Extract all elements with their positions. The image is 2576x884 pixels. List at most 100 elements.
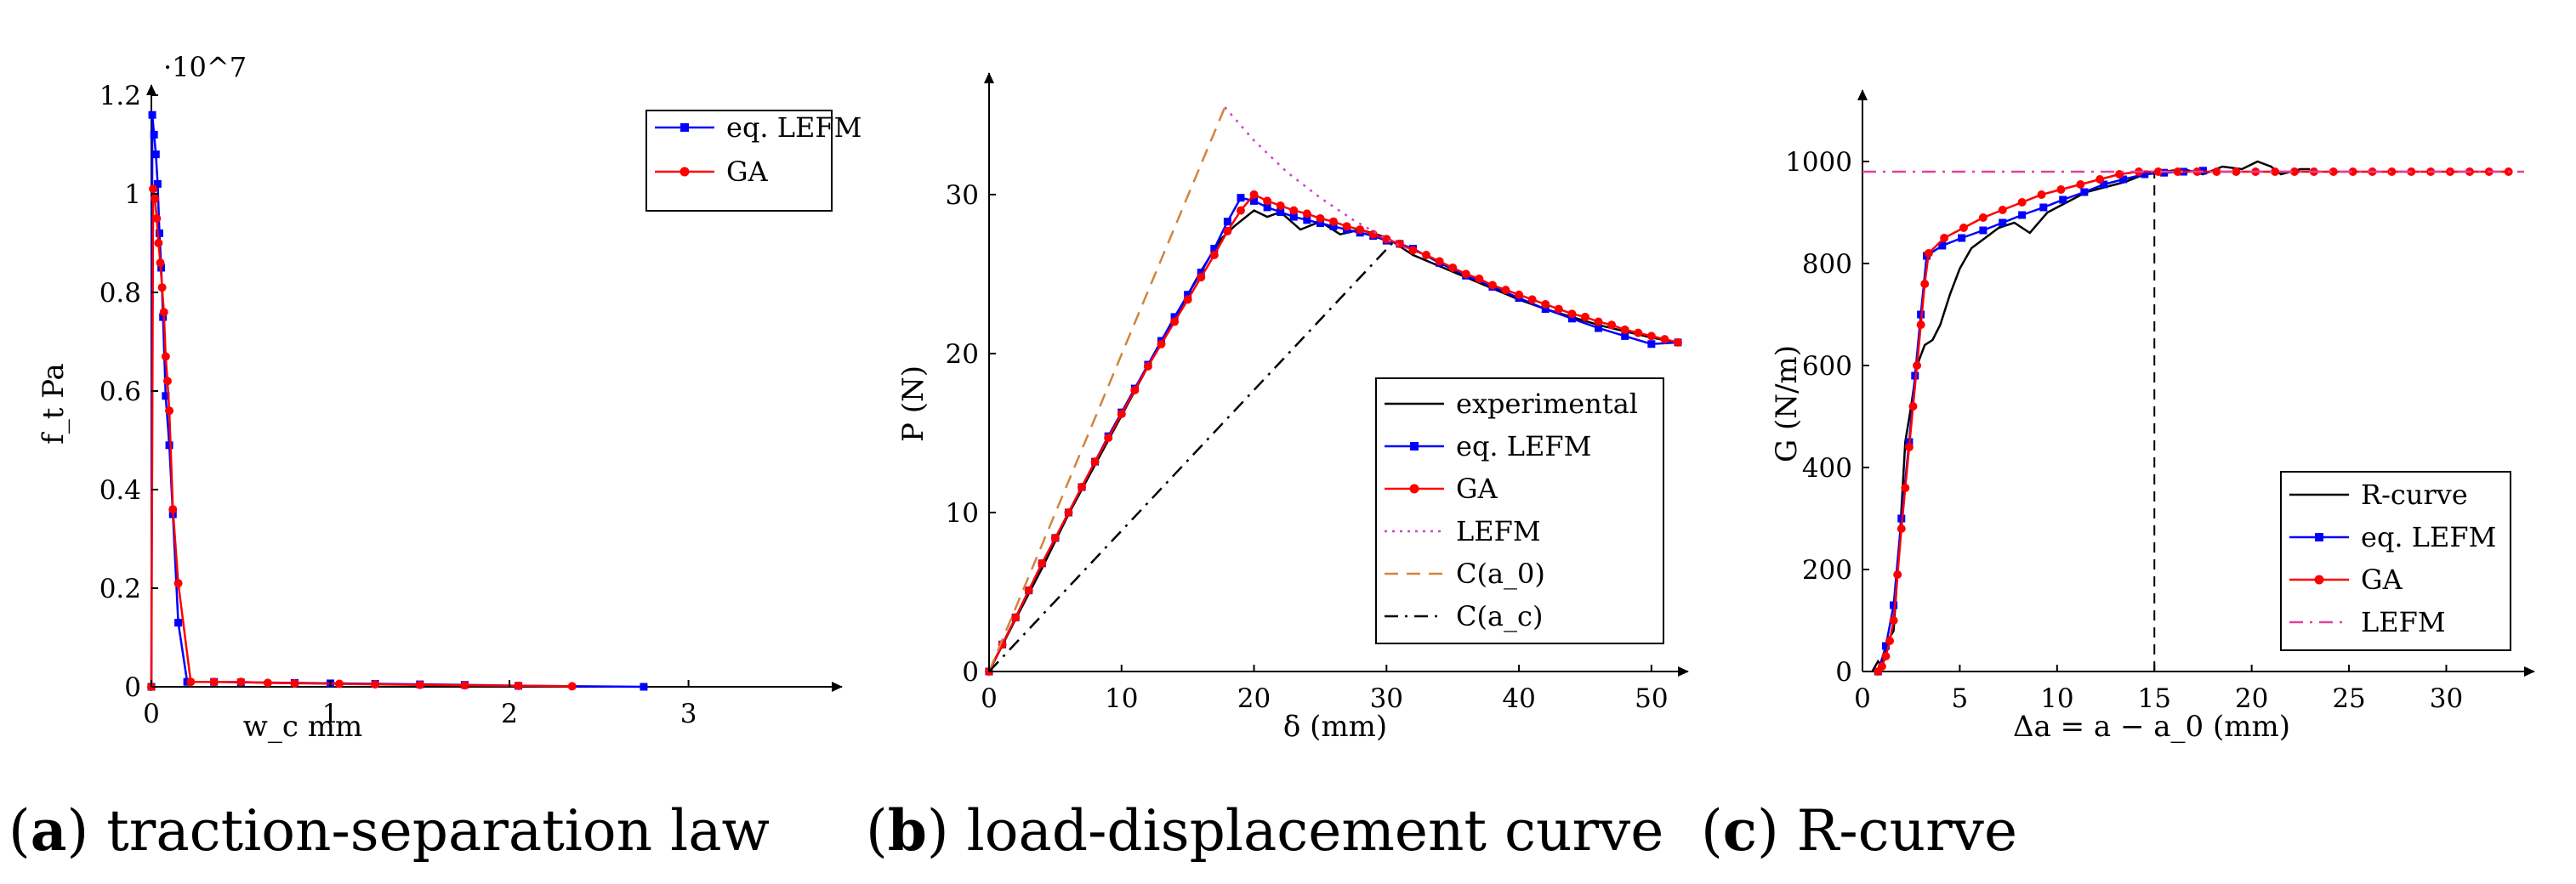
data-point [1209,250,1219,259]
data-point [1263,203,1271,212]
data-point [2059,196,2067,204]
x-tick-label: 0 [981,683,998,714]
x-axis-label-b: δ (mm) [1283,710,1387,744]
legend-label: eq. LEFM [2361,521,2496,553]
data-point [1595,324,1603,332]
data-point [1979,226,1987,235]
data-point [154,239,163,247]
legend-marker [1409,484,1419,494]
data-point [1554,304,1563,314]
data-point [1117,410,1126,419]
y-tick-label: 800 [1802,249,1852,280]
series-line-c-a-c- [988,241,1395,672]
data-point [1210,245,1219,253]
data-point [1289,206,1299,215]
data-point [152,214,162,223]
y-tick-label: 0 [1835,657,1852,688]
x-tick-label: 50 [1635,683,1668,714]
data-point [263,678,272,688]
data-point [1263,196,1272,206]
data-point [2080,188,2089,196]
data-point [159,308,168,317]
x-tick-label: 10 [2040,683,2073,714]
x-tick-label: 30 [2430,683,2463,714]
data-point [1223,226,1232,235]
data-point [209,677,219,687]
data-point [150,130,158,139]
data-point [1487,280,1497,290]
legend-a: eq. LEFM GA [645,110,862,212]
data-point [2119,175,2128,184]
data-point [2018,211,2027,219]
data-point [1908,402,1918,411]
legend-c: R-curve eq. LEFM GA LEFM [2280,471,2511,651]
data-point [1461,269,1470,279]
legend-marker [680,167,690,177]
data-point [1448,263,1458,272]
y-tick-label: 600 [1802,351,1852,382]
data-point [1064,507,1073,517]
data-point [1197,269,1205,277]
data-point [1316,219,1324,228]
data-point [1316,213,1325,223]
y-tick-label: 200 [1802,555,1852,586]
legend-marker [1410,442,1419,450]
y-tick-label: 0.4 [100,475,141,506]
data-point [2037,190,2046,199]
axes-b [984,72,1689,677]
data-point [1342,222,1351,231]
x-tick-label: 0 [143,699,160,729]
series-line-c-a-0- [987,106,1226,672]
y-tick-label: 1000 [1785,147,1852,178]
x-tick-label: 25 [2332,683,2365,714]
x-tick-label: 3 [680,699,697,729]
data-point [1567,309,1577,319]
data-point [1881,652,1891,660]
data-point [1038,558,1047,568]
data-point [1541,305,1550,314]
data-point [2271,167,2280,176]
data-point [1157,339,1166,348]
data-point [1183,295,1192,304]
data-point [153,179,162,188]
x-tick-label: 10 [1105,683,1138,714]
y-tick-label: 0.8 [100,278,141,309]
data-point [2076,180,2085,189]
ticks-a: 0 1 2 3 0 0.2 0.4 0.6 0.8 1 1.2 [100,81,697,729]
series-group-b [985,106,1682,676]
data-point [151,194,160,203]
data-point [2100,180,2108,189]
data-point [1422,250,1431,259]
y-axis-label-a: f_t Pa [37,363,71,445]
ticks-c: 0 5 10 15 20 25 30 0 200 400 600 800 1000 [1785,147,2463,714]
data-point [1998,206,2007,214]
x-tick-label: 5 [1952,683,1969,714]
data-point [1395,239,1404,248]
panel-c: 0 5 10 15 20 25 30 0 200 400 600 800 1000 Δa = a − a… [1770,89,2535,744]
data-point [148,110,156,119]
data-point [165,441,173,450]
data-point [1104,434,1113,443]
legend-marker [680,123,689,132]
data-point [1913,361,1922,370]
data-point [1920,280,1930,288]
data-point [1674,337,1682,347]
data-point [1896,524,1906,533]
data-point [1620,325,1629,334]
data-point [1276,201,1285,211]
data-point [1250,196,1259,205]
data-point [162,392,170,400]
data-point [155,229,163,237]
x-axis-label-c: Δa = a − a_0 (mm) [2013,710,2290,744]
series-line-eq-lefm [150,115,644,688]
y-axis-label-c: G (N/m) [1770,345,1804,462]
data-point [1329,222,1338,230]
data-point [1435,257,1444,266]
y-tick-label: 0 [962,657,979,688]
data-point [2056,185,2066,194]
data-point [1515,290,1524,299]
panel-b: 0 10 20 30 40 50 0 10 20 30 δ (mm) P (N) experime… [896,72,1689,744]
data-point [174,619,183,627]
x-tick-label: 40 [1502,683,1535,714]
ticks-b: 0 10 20 30 40 50 0 10 20 30 [946,180,1669,714]
